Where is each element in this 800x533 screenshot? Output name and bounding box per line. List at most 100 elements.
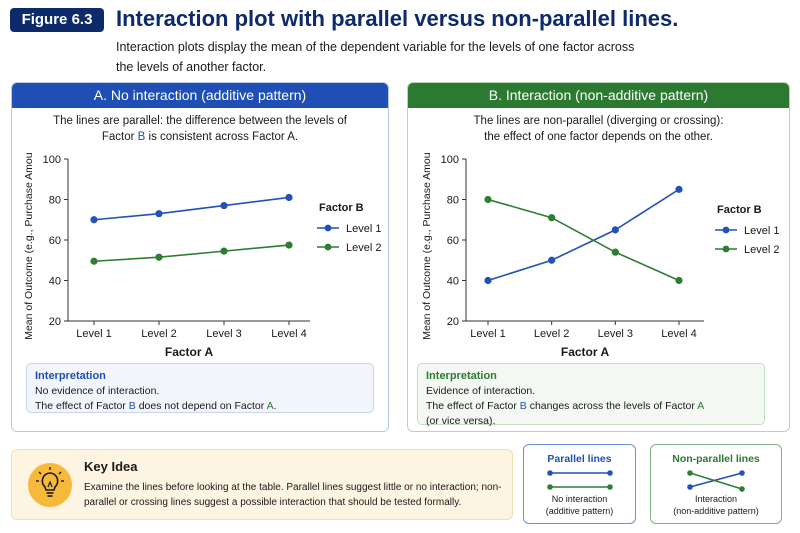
interp-text: The effect of Factor bbox=[35, 400, 129, 412]
x-tick-label: Level 2 bbox=[141, 328, 176, 340]
x-tick-label: Level 3 bbox=[206, 328, 241, 340]
interp-factor-a: A bbox=[697, 400, 705, 412]
interpretation-line: (or vice versa). bbox=[426, 415, 496, 427]
non-parallel-caption-line: Interaction bbox=[694, 494, 738, 504]
panel-no-interaction: A. No interaction (additive pattern) The… bbox=[11, 82, 389, 432]
legend-label-2: Level 2 bbox=[346, 242, 381, 254]
y-tick-label: 100 bbox=[43, 154, 61, 166]
parallel-lines-icon bbox=[546, 470, 613, 490]
y-axis-title: Mean of Outcome (e.g., Purchase Amount) bbox=[23, 153, 35, 340]
data-point-level-2 bbox=[155, 253, 163, 261]
x-tick-label: Level 2 bbox=[534, 328, 569, 340]
legend-swatch-dot-2 bbox=[324, 243, 332, 251]
y-axis-title: Mean of Outcome (e.g., Purchase Amount) bbox=[421, 153, 433, 340]
y-tick-label: 40 bbox=[49, 276, 61, 288]
non-parallel-caption-line: (non-additive pattern) bbox=[673, 506, 759, 516]
panel-b-desc-line: The lines are non-parallel (diverging or… bbox=[473, 115, 724, 127]
data-point-level-1 bbox=[611, 226, 619, 234]
interpretation-line: The effect of Factor B does not depend o… bbox=[35, 399, 365, 414]
data-point-level-2 bbox=[220, 247, 228, 255]
data-point-level-2 bbox=[548, 214, 556, 222]
panel-a-desc-factor-b: B bbox=[137, 130, 146, 143]
y-tick-label: 20 bbox=[447, 316, 459, 328]
y-tick-label: 60 bbox=[49, 235, 61, 247]
series-line-level-2 bbox=[93, 244, 290, 263]
parallel-caption-line: (additive pattern) bbox=[545, 506, 614, 516]
non-parallel-lines-title: Non-parallel lines bbox=[672, 453, 760, 465]
x-tick-label: Level 1 bbox=[76, 328, 111, 340]
panel-b-heading: B. Interaction (non-additive pattern) bbox=[408, 83, 789, 108]
series-line-level-2 bbox=[487, 198, 680, 282]
interpretation-line: Evidence of interaction. bbox=[426, 385, 536, 397]
panel-a-heading: A. No interaction (additive pattern) bbox=[12, 83, 388, 108]
data-point-level-1 bbox=[548, 256, 556, 264]
x-axis-title: Factor A bbox=[165, 345, 214, 359]
interpretation-title: Interpretation bbox=[426, 370, 497, 382]
data-point-level-2 bbox=[90, 257, 98, 265]
data-point-level-2 bbox=[675, 276, 683, 285]
interp-text: changes across the levels of Factor bbox=[526, 400, 698, 412]
x-tick-label: Level 4 bbox=[661, 328, 696, 340]
data-point-level-1 bbox=[484, 276, 492, 285]
panel-interaction: B. Interaction (non-additive pattern) Th… bbox=[407, 82, 790, 432]
panel-a-desc-text-end: is consistent across Factor A. bbox=[145, 130, 299, 143]
y-tick-label: 60 bbox=[447, 235, 459, 247]
interpretation-line: No evidence of interaction. bbox=[35, 385, 160, 397]
interpretation-line: The effect of Factor B changes across th… bbox=[426, 399, 756, 414]
interp-text: . bbox=[273, 400, 277, 412]
crossing-lines-icon bbox=[687, 470, 745, 492]
interpretation-title: Interpretation bbox=[35, 370, 106, 382]
legend-title: Factor B bbox=[717, 204, 762, 216]
panel-a-description: The lines are parallel: the difference b… bbox=[12, 114, 388, 145]
interp-factor-a: A bbox=[266, 400, 274, 412]
y-tick-label: 20 bbox=[49, 316, 61, 328]
series-line-level-1 bbox=[487, 188, 680, 282]
x-tick-label: Level 3 bbox=[598, 328, 633, 340]
legend-label-1: Level 1 bbox=[346, 223, 381, 235]
legend-swatch-dot-1 bbox=[722, 226, 730, 234]
lightbulb-icon bbox=[28, 463, 72, 507]
x-tick-label: Level 1 bbox=[470, 328, 505, 340]
page-subtitle: Interaction plots display the mean of th… bbox=[116, 40, 635, 74]
panel-b-desc-line: the effect of one factor depends on the … bbox=[484, 130, 713, 143]
panel-a-interpretation: Interpretation No evidence of interactio… bbox=[26, 363, 374, 413]
panel-b-description: The lines are non-parallel (diverging or… bbox=[408, 114, 789, 145]
non-parallel-lines-example: Non-parallel lines Interaction (non-addi… bbox=[650, 444, 782, 524]
legend-swatch-dot-2 bbox=[722, 245, 730, 253]
key-idea-title: Key Idea bbox=[84, 459, 138, 474]
y-tick-label: 80 bbox=[49, 195, 61, 207]
y-tick-label: 40 bbox=[447, 276, 459, 288]
parallel-lines-title: Parallel lines bbox=[547, 453, 612, 465]
data-point-level-1 bbox=[90, 216, 98, 224]
x-axis-title: Factor A bbox=[561, 345, 610, 359]
key-idea-box: Key Idea Examine the lines before lookin… bbox=[11, 449, 513, 520]
legend-swatch-dot-1 bbox=[324, 224, 332, 232]
data-point-level-1 bbox=[155, 210, 163, 218]
y-tick-label: 80 bbox=[447, 195, 459, 207]
parallel-caption-line: No interaction bbox=[551, 494, 608, 504]
interp-text: The effect of Factor bbox=[426, 400, 520, 412]
data-point-level-1 bbox=[220, 201, 228, 210]
panel-a-desc-text: The lines are parallel: the difference b… bbox=[53, 115, 347, 143]
data-point-level-1 bbox=[675, 185, 683, 193]
series-line-level-1 bbox=[93, 196, 290, 221]
y-tick-label: 100 bbox=[441, 154, 459, 166]
interaction-plot-a: 20 40 60 80 100 Level 1 Level 2 Level 3 Level 4 F… bbox=[23, 153, 381, 359]
legend-title: Factor B bbox=[319, 202, 364, 214]
data-point-level-1 bbox=[285, 193, 293, 202]
panel-b-interpretation: Interpretation Evidence of interaction. … bbox=[417, 363, 765, 427]
data-point-level-2 bbox=[611, 248, 619, 256]
data-point-level-2 bbox=[484, 195, 492, 204]
interp-text: does not depend on Factor bbox=[135, 400, 267, 412]
page-title: Interaction plot with parallel versus no… bbox=[116, 6, 679, 31]
parallel-lines-example: Parallel lines No interaction (additive … bbox=[523, 444, 636, 524]
interp-factor-b: B bbox=[519, 400, 527, 412]
interp-factor-b: B bbox=[128, 400, 136, 412]
key-idea-text: Examine the lines before looking at the … bbox=[84, 482, 502, 508]
figure-label: Figure 6.3 bbox=[10, 8, 104, 32]
data-point-level-2 bbox=[285, 241, 293, 249]
legend-label-2: Level 2 bbox=[744, 244, 779, 256]
x-tick-label: Level 4 bbox=[271, 328, 306, 340]
interaction-plot-b: 20 40 60 80 100 Level 1 Level 2 Level 3 Level 4 F… bbox=[421, 153, 779, 359]
legend-label-1: Level 1 bbox=[744, 225, 779, 237]
